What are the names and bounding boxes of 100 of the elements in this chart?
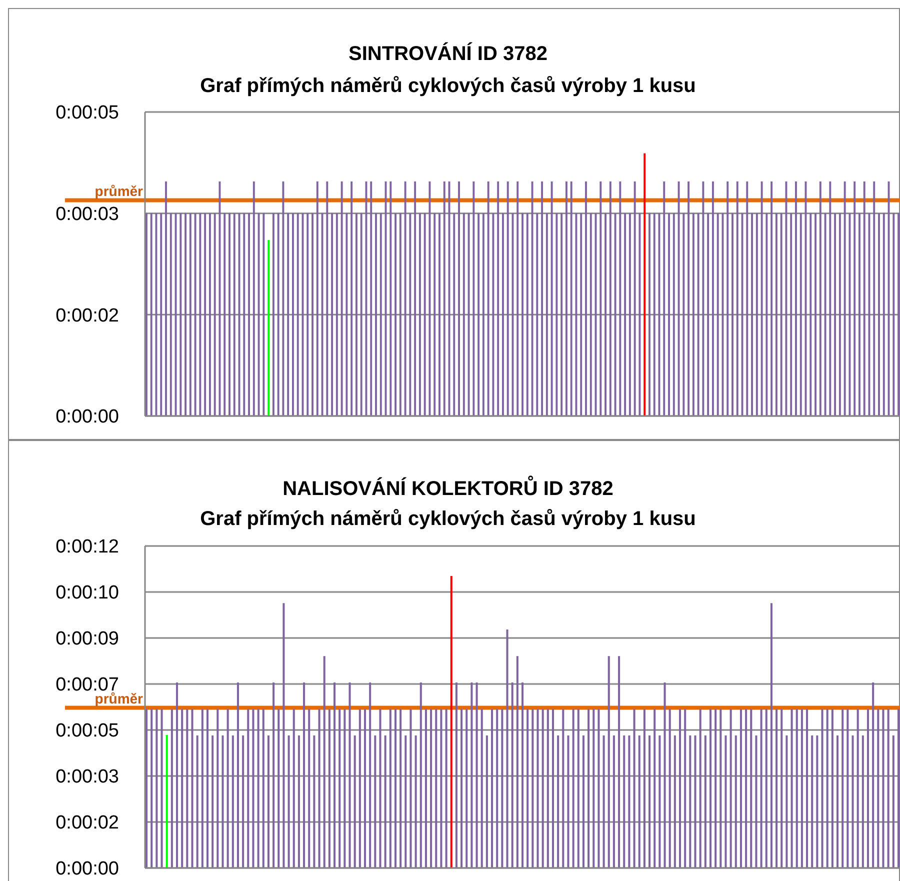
bar	[755, 735, 758, 868]
bar	[567, 735, 570, 868]
bar	[790, 709, 793, 868]
bar	[410, 709, 412, 868]
bar	[384, 735, 386, 868]
bar	[546, 709, 549, 868]
chart-title: NALISOVÁNÍ KOLEKTORŮ ID 3782	[282, 475, 614, 500]
bar	[811, 735, 814, 868]
bar	[358, 709, 361, 868]
bar	[150, 709, 153, 868]
y-tick-label: 0:00:12	[56, 536, 119, 558]
bar	[612, 735, 615, 868]
bar	[750, 709, 752, 868]
bar	[288, 735, 290, 868]
bar	[786, 735, 788, 868]
bar	[292, 709, 295, 868]
bar	[466, 709, 468, 868]
bar	[678, 709, 682, 868]
bar	[201, 709, 204, 868]
bar	[831, 709, 834, 868]
bar	[344, 709, 346, 868]
ref-line-label: průměr	[94, 690, 144, 707]
y-tick-label: 0:00:09	[56, 628, 119, 650]
bar	[445, 709, 448, 868]
bar	[379, 709, 382, 868]
bar	[252, 709, 254, 868]
bar	[897, 709, 900, 868]
bar	[430, 709, 432, 868]
bar	[866, 709, 870, 868]
y-tick-label: 0:00:05	[56, 102, 119, 124]
bar	[262, 709, 264, 868]
bar	[770, 603, 772, 868]
bar	[491, 709, 494, 868]
bar	[374, 735, 376, 868]
y-tick-label: 0:00:00	[56, 406, 119, 428]
bar	[526, 709, 529, 868]
bar	[440, 709, 442, 868]
bar	[455, 682, 458, 868]
bar	[542, 709, 544, 868]
bar	[618, 656, 620, 868]
y-tick-label: 0:00:00	[56, 858, 119, 880]
bar	[272, 682, 275, 868]
bar	[313, 735, 316, 868]
bar	[196, 735, 198, 868]
bar	[435, 709, 438, 868]
bar	[623, 735, 626, 868]
bar	[226, 709, 229, 868]
bar	[714, 709, 717, 868]
bar	[572, 709, 574, 868]
bar	[598, 709, 600, 868]
bar	[608, 656, 610, 868]
bar	[267, 735, 270, 868]
bar	[684, 709, 686, 868]
y-tick-label: 0:00:02	[56, 812, 119, 834]
bar	[836, 735, 839, 868]
bar	[562, 709, 564, 868]
bar	[212, 735, 214, 868]
bar	[170, 709, 173, 868]
bar	[400, 709, 402, 868]
bar	[323, 656, 326, 868]
bar	[826, 709, 828, 868]
bar	[765, 709, 768, 868]
bar	[776, 709, 778, 868]
bar	[516, 656, 518, 868]
bar	[882, 709, 884, 868]
bar	[689, 735, 692, 868]
bar	[846, 709, 849, 868]
bar	[480, 709, 483, 868]
bar	[536, 709, 539, 868]
chart-subtitle: Graf přímých náměrů cyklových časů výroby 1 kusu	[200, 75, 696, 97]
bar	[800, 709, 803, 868]
bar	[176, 682, 178, 868]
ref-line-label: průměr	[94, 183, 144, 200]
bar	[298, 735, 300, 868]
chart-title: SINTROVÁNÍ ID 3782	[348, 42, 548, 65]
bar	[166, 734, 168, 868]
bar	[699, 709, 702, 868]
bar	[460, 709, 463, 868]
bar	[643, 709, 646, 868]
bar	[216, 709, 219, 868]
bar	[470, 682, 473, 868]
bar	[694, 735, 696, 868]
bar	[892, 735, 894, 868]
bar	[364, 709, 366, 868]
bar	[496, 709, 498, 868]
bar	[308, 709, 310, 868]
bar	[674, 735, 676, 868]
y-tick-label: 0:00:03	[56, 204, 119, 225]
bar	[303, 682, 306, 868]
bar	[404, 735, 407, 868]
bar	[821, 709, 824, 868]
bar	[740, 709, 742, 868]
bar	[476, 682, 478, 868]
bar	[734, 735, 737, 868]
bar	[222, 735, 224, 868]
bar	[796, 709, 798, 868]
bar	[709, 709, 712, 868]
bar	[521, 682, 524, 868]
y-tick-label: 0:00:02	[56, 305, 119, 326]
bar	[582, 735, 584, 868]
